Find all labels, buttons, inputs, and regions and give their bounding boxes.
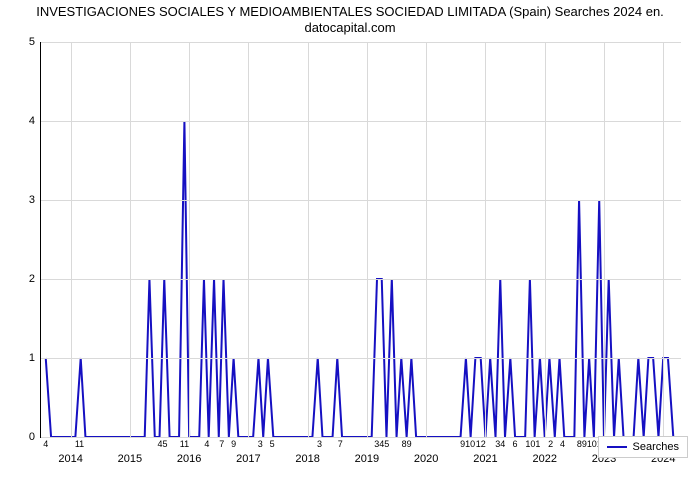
x-year-label: 2021 [473,453,497,465]
gridline-h [41,200,681,201]
gridline-v [130,42,131,437]
x-minor-label: 101 [525,439,540,449]
x-year-label: 2019 [355,453,379,465]
x-year-label: 2015 [118,453,142,465]
y-tick-label: 3 [29,194,35,206]
gridline-h [41,121,681,122]
x-minor-label: 45 [157,439,167,449]
legend-swatch [607,446,627,448]
x-minor-label: 4 [204,439,209,449]
x-minor-label: 11 [180,439,189,449]
x-year-label: 2016 [177,453,201,465]
gridline-h [41,358,681,359]
y-tick-label: 4 [29,115,35,127]
x-minor-label: 3 [317,439,322,449]
x-minor-label: 12 [476,439,486,449]
y-tick-label: 5 [29,36,35,48]
legend: Searches [598,436,688,458]
x-minor-label: 11 [75,439,84,449]
x-year-label: 2014 [58,453,82,465]
x-minor-label: 2 [548,439,553,449]
gridline-v [485,42,486,437]
gridline-v [308,42,309,437]
gridline-v [545,42,546,437]
title-line-1: INVESTIGACIONES SOCIALES Y MEDIOAMBIENTA… [36,4,664,19]
y-tick-label: 0 [29,431,35,443]
x-minor-label: 910 [460,439,475,449]
x-minor-label: 7 [219,439,224,449]
x-year-label: 2020 [414,453,438,465]
gridline-v [71,42,72,437]
chart-container: INVESTIGACIONES SOCIALES Y MEDIOAMBIENTA… [0,0,700,500]
gridline-h [41,437,681,438]
legend-label: Searches [633,441,679,453]
chart-title: INVESTIGACIONES SOCIALES Y MEDIOAMBIENTA… [0,4,700,35]
x-minor-label: 5 [270,439,275,449]
x-minor-label: 9 [231,439,236,449]
gridline-v [426,42,427,437]
x-minor-label: 4 [43,439,48,449]
gridline-h [41,279,681,280]
x-minor-label: 6 [513,439,518,449]
x-minor-label: 4 [560,439,565,449]
data-line [41,42,681,437]
x-minor-label: 7 [338,439,343,449]
gridline-v [604,42,605,437]
x-minor-label: 345 [374,439,389,449]
gridline-v [663,42,664,437]
gridline-v [248,42,249,437]
y-tick-label: 1 [29,352,35,364]
gridline-v [189,42,190,437]
y-tick-label: 2 [29,273,35,285]
x-year-label: 2017 [236,453,260,465]
x-minor-label: 3 [258,439,263,449]
x-minor-label: 34 [495,439,505,449]
plot-area: 0123452014201520162017201820192020202120… [40,42,681,438]
x-year-label: 2018 [295,453,319,465]
x-year-label: 2022 [532,453,556,465]
title-line-2: datocapital.com [304,20,395,35]
x-minor-label: 89 [402,439,412,449]
gridline-v [367,42,368,437]
x-minor-label: 891 [577,439,592,449]
gridline-h [41,42,681,43]
